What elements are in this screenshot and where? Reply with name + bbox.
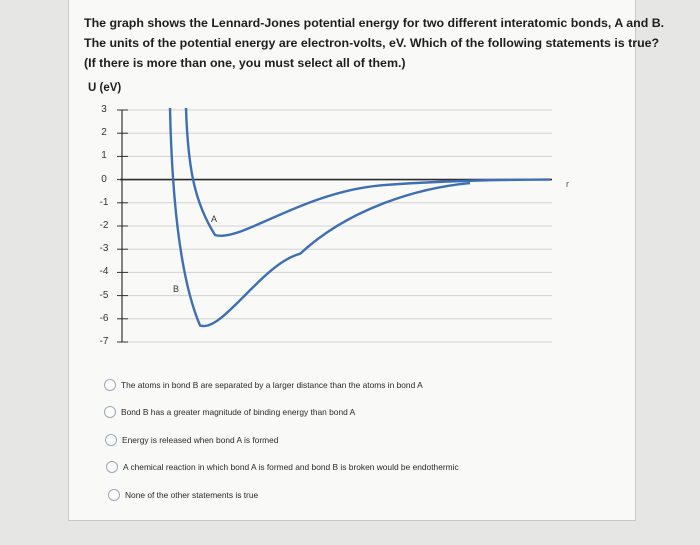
curve-b	[168, 107, 471, 328]
y-tick-label: -7	[99, 336, 109, 347]
y-tick-label: 0	[101, 173, 107, 185]
question-line-3: (If there is more than one, you must sel…	[84, 56, 406, 70]
y-tick-label: -4	[99, 266, 109, 278]
option-2[interactable]: Bond B has a greater magnitude of bindin…	[104, 406, 355, 418]
curve-label-b: B	[173, 284, 179, 294]
option-3[interactable]: Energy is released when bond A is formed	[105, 434, 278, 446]
option-5[interactable]: None of the other statements is true	[108, 489, 258, 501]
question-text: The graph shows the Lennard-Jones potent…	[84, 13, 665, 73]
option-3-radio[interactable]	[105, 434, 117, 446]
y-tick-label: -6	[99, 312, 109, 324]
question-line-1: The graph shows the Lennard-Jones potent…	[84, 16, 665, 30]
question-line-2: The units of the potential energy are el…	[84, 36, 660, 50]
y-tick-label: 2	[101, 127, 107, 139]
y-axis	[117, 109, 128, 343]
option-4[interactable]: A chemical reaction in which bond A is f…	[106, 461, 459, 473]
option-4-radio[interactable]	[106, 461, 118, 473]
y-tick-label: -5	[99, 289, 109, 301]
option-1[interactable]: The atoms in bond B are separated by a l…	[104, 379, 423, 391]
question-panel	[68, 0, 636, 521]
curve-label-a: A	[211, 214, 217, 224]
option-1-radio[interactable]	[104, 379, 116, 391]
option-4-label: A chemical reaction in which bond A is f…	[123, 462, 459, 472]
option-3-label: Energy is released when bond A is formed	[122, 435, 279, 445]
option-5-label: None of the other statements is true	[125, 490, 259, 500]
option-1-label: The atoms in bond B are separated by a l…	[121, 380, 423, 390]
curve-a	[184, 107, 551, 238]
y-tick-label: -1	[99, 196, 109, 208]
option-5-radio[interactable]	[108, 489, 120, 501]
x-axis-label: r	[566, 179, 569, 189]
option-2-radio[interactable]	[104, 406, 116, 418]
y-tick-label: 3	[101, 104, 107, 115]
y-tick-label: -3	[99, 243, 109, 255]
y-tick-label: -2	[99, 220, 109, 231]
y-axis-label: U (eV)	[88, 82, 122, 94]
option-2-label: Bond B has a greater magnitude of bindin…	[121, 407, 356, 417]
y-tick-label: 1	[101, 150, 107, 162]
